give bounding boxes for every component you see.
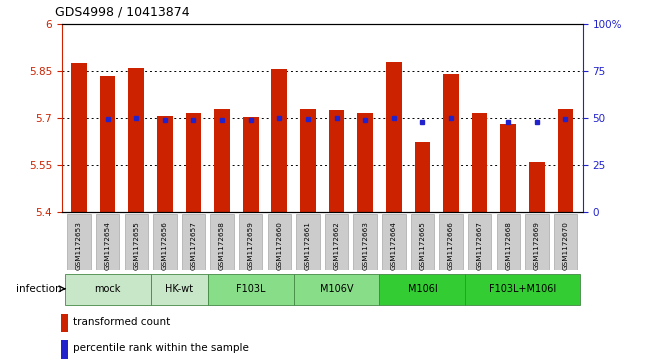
Text: GSM1172670: GSM1172670: [562, 221, 568, 270]
FancyBboxPatch shape: [208, 274, 294, 305]
FancyBboxPatch shape: [353, 214, 377, 270]
Text: GSM1172661: GSM1172661: [305, 221, 311, 270]
FancyBboxPatch shape: [153, 214, 176, 270]
FancyBboxPatch shape: [124, 214, 148, 270]
FancyBboxPatch shape: [382, 214, 406, 270]
Text: GSM1172669: GSM1172669: [534, 221, 540, 270]
Bar: [558, 109, 574, 212]
Bar: [243, 117, 258, 212]
Bar: [157, 117, 173, 212]
Bar: [128, 68, 144, 212]
Bar: [271, 69, 287, 212]
Text: GSM1172663: GSM1172663: [362, 221, 368, 270]
Bar: [472, 113, 488, 212]
Bar: [529, 162, 545, 212]
FancyBboxPatch shape: [468, 214, 492, 270]
Text: GSM1172666: GSM1172666: [448, 221, 454, 270]
Text: HK-wt: HK-wt: [165, 284, 193, 294]
FancyBboxPatch shape: [380, 274, 465, 305]
FancyBboxPatch shape: [411, 214, 434, 270]
Bar: [300, 109, 316, 212]
Bar: [501, 124, 516, 212]
Bar: [357, 113, 373, 212]
Text: F103L+M106I: F103L+M106I: [489, 284, 556, 294]
Bar: [186, 113, 201, 212]
FancyBboxPatch shape: [325, 214, 348, 270]
Bar: [415, 142, 430, 212]
FancyBboxPatch shape: [210, 214, 234, 270]
Text: GDS4998 / 10413874: GDS4998 / 10413874: [55, 5, 190, 19]
FancyBboxPatch shape: [96, 214, 119, 270]
Text: GSM1172660: GSM1172660: [276, 221, 283, 270]
Text: GSM1172664: GSM1172664: [391, 221, 396, 270]
Text: transformed count: transformed count: [73, 317, 170, 327]
Text: GSM1172662: GSM1172662: [333, 221, 340, 270]
FancyBboxPatch shape: [268, 214, 291, 270]
Text: GSM1172653: GSM1172653: [76, 221, 82, 270]
Text: F103L: F103L: [236, 284, 266, 294]
FancyBboxPatch shape: [239, 214, 262, 270]
FancyBboxPatch shape: [525, 214, 549, 270]
FancyBboxPatch shape: [465, 274, 580, 305]
Text: M106V: M106V: [320, 284, 353, 294]
Text: GSM1172655: GSM1172655: [133, 221, 139, 270]
Text: mock: mock: [94, 284, 121, 294]
Bar: [71, 63, 87, 212]
Text: GSM1172667: GSM1172667: [477, 221, 482, 270]
Bar: [61, 340, 68, 359]
FancyBboxPatch shape: [150, 274, 208, 305]
FancyBboxPatch shape: [296, 214, 320, 270]
Text: M106I: M106I: [408, 284, 437, 294]
Text: GSM1172659: GSM1172659: [248, 221, 254, 270]
Bar: [329, 110, 344, 212]
FancyBboxPatch shape: [182, 214, 205, 270]
Bar: [214, 109, 230, 212]
FancyBboxPatch shape: [67, 214, 90, 270]
Bar: [61, 314, 68, 333]
Text: GSM1172656: GSM1172656: [162, 221, 168, 270]
Text: GSM1172665: GSM1172665: [419, 221, 425, 270]
FancyBboxPatch shape: [439, 214, 463, 270]
Text: GSM1172658: GSM1172658: [219, 221, 225, 270]
Text: infection: infection: [16, 284, 61, 294]
FancyBboxPatch shape: [294, 274, 380, 305]
Bar: [100, 76, 115, 212]
Text: GSM1172657: GSM1172657: [191, 221, 197, 270]
FancyBboxPatch shape: [497, 214, 520, 270]
Text: percentile rank within the sample: percentile rank within the sample: [73, 343, 249, 353]
Text: GSM1172654: GSM1172654: [105, 221, 111, 270]
FancyBboxPatch shape: [554, 214, 577, 270]
FancyBboxPatch shape: [64, 274, 150, 305]
Bar: [386, 62, 402, 212]
Bar: [443, 74, 459, 212]
Text: GSM1172668: GSM1172668: [505, 221, 511, 270]
